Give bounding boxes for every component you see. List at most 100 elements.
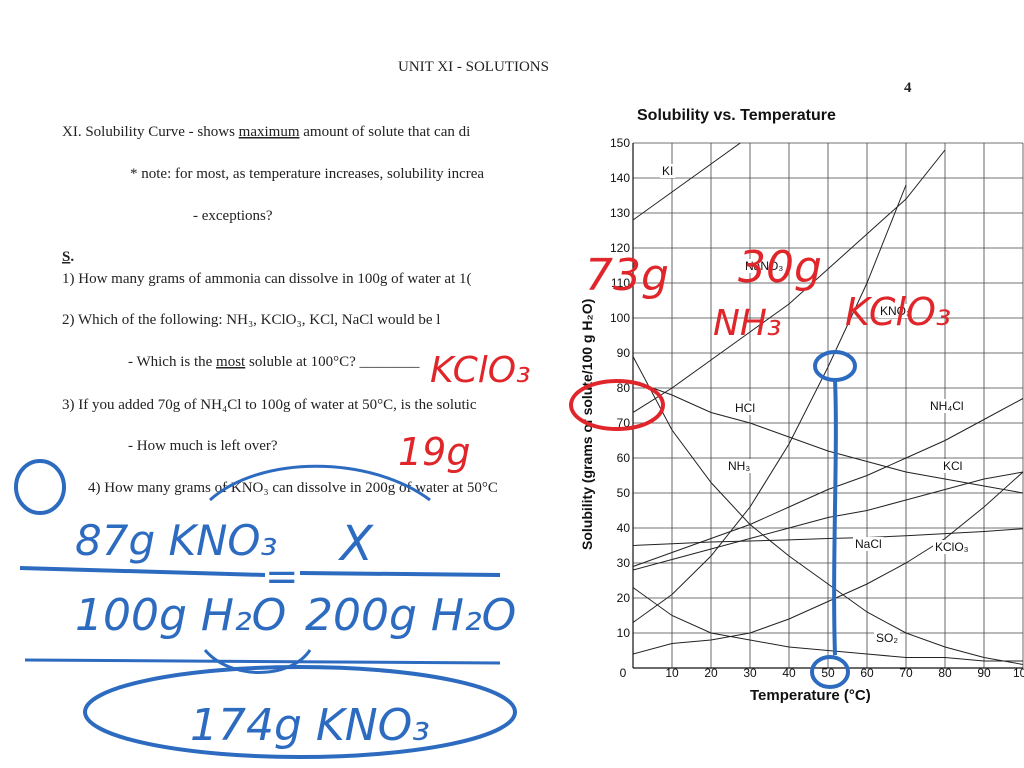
y-tick-label: 40	[617, 521, 631, 535]
y-tick-label: 140	[610, 171, 630, 185]
text-run: 1) How many grams of ammonia can dissolv…	[62, 271, 471, 287]
curve-label-bg	[941, 459, 965, 473]
red-handwriting: KClO₃	[430, 350, 531, 391]
y-tick-label: 90	[617, 346, 631, 360]
x-tick-label: 50	[821, 666, 835, 680]
curve-label-bg	[878, 304, 913, 318]
curve-label: KNO₃	[880, 304, 911, 318]
text-run: XI. Solubility Curve - shows	[62, 124, 239, 140]
y-tick-label: 130	[610, 206, 630, 220]
x-tick-label: 60	[860, 666, 874, 680]
x-tick-label: 80	[938, 666, 952, 680]
blue-handwriting: X	[337, 516, 374, 572]
question-line: 3) If you added 70g of NH₄Cl to 100g of …	[62, 397, 477, 413]
curve-label-bg	[853, 537, 884, 551]
solubility-curve	[633, 398, 1024, 567]
y-tick-label: 110	[611, 276, 630, 290]
blue-handwriting: 200g H₂O	[305, 590, 516, 641]
fraction-lines	[19, 566, 501, 577]
plot-background	[600, 130, 1024, 710]
y-tick-label: 20	[617, 591, 631, 605]
question-line: * note: for most, as temperature increas…	[130, 166, 484, 182]
worksheet: UNIT XI - SOLUTIONS 4 XI. Solubility Cur…	[62, 59, 912, 496]
curve-label: KClO₃	[935, 540, 969, 554]
curve-label: NaCl	[855, 537, 882, 551]
y-tick-label: 10	[617, 626, 631, 640]
x-tick-label: 100	[1013, 666, 1024, 680]
curve-label: NaNO₃	[745, 259, 783, 273]
question-line: 4) How many grams of KNO₃ can dissolve i…	[88, 480, 498, 496]
blue-arc	[203, 649, 312, 674]
curve-label: KCl	[943, 459, 962, 473]
blue-line	[24, 658, 501, 665]
text-run: .	[70, 249, 74, 265]
red-handwriting: 30g	[738, 242, 822, 293]
blue-circle	[810, 655, 850, 689]
red-circle	[569, 379, 665, 431]
text-run: 2) Which of the following: NH₃, KClO₃, K…	[62, 312, 440, 328]
y-tick-label: 150	[610, 136, 630, 150]
text-run: 4) How many grams of KNO₃ can dissolve i…	[88, 480, 498, 496]
blue-handwriting: 100g H₂O	[75, 590, 286, 641]
solubility-curve	[633, 587, 1023, 662]
text-run: amount of solute that can di	[300, 124, 471, 140]
question-line: - exceptions?	[193, 208, 273, 224]
curve-label-bg	[743, 259, 786, 273]
curve-label: NH₃	[728, 459, 750, 473]
text-run: * note: for most, as temperature increas…	[130, 166, 484, 182]
curve-label-bg	[933, 540, 971, 554]
blue-handwriting: =	[265, 554, 299, 600]
curve-label: SO₂	[876, 631, 898, 645]
question-line: - Which is the most soluble at 100°C? __…	[128, 354, 420, 370]
solubility-curve	[633, 143, 742, 221]
solubility-curve	[633, 184, 907, 623]
blue-guide-line	[832, 379, 838, 656]
curve-label: KI	[662, 164, 673, 178]
text-run: - Which is the	[128, 354, 216, 370]
x-axis-label: Temperature (°C)	[750, 687, 871, 704]
handwriting: 73g 30g NH₃ KClO₃ KClO₃ 19g 87g KNO₃ X =100g H₂O…	[75, 242, 951, 751]
x-tick-label: 90	[977, 666, 991, 680]
question-line: - How much is left over?	[128, 438, 278, 454]
solubility-curve	[633, 471, 1024, 571]
curve-label: HCl	[735, 401, 755, 415]
handwritten-marks	[14, 350, 857, 759]
y-tick-label: 50	[617, 486, 631, 500]
x-tick-label: 40	[782, 666, 796, 680]
curve-label-bg	[928, 399, 966, 413]
solubility-curve	[633, 356, 1024, 665]
x-tick-label: 70	[899, 666, 913, 680]
x-tick-label: 0	[620, 666, 627, 680]
curve-label-bg	[733, 401, 757, 415]
curve-label-bg	[874, 631, 900, 645]
page-number: 4	[904, 80, 912, 96]
red-handwriting: NH₃	[713, 303, 781, 344]
question-line: 2) Which of the following: NH₃, KClO₃, K…	[62, 312, 440, 328]
blue-circle	[14, 459, 66, 515]
text-run: S	[62, 249, 70, 265]
blue-handwriting: 174g KNO₃	[190, 700, 430, 751]
y-tick-label: 30	[617, 556, 631, 570]
y-tick-label: 100	[610, 311, 630, 325]
curve-label: NH₄Cl	[930, 399, 964, 413]
question-line: 1) How many grams of ammonia can dissolv…	[62, 271, 471, 287]
curve-label-bg	[726, 459, 753, 473]
header: UNIT XI - SOLUTIONS	[398, 59, 549, 75]
blue-handwriting: 87g KNO₃	[75, 516, 277, 565]
solubility-curve	[633, 528, 1024, 546]
text-run: 3) If you added 70g of NH₄Cl to 100g of …	[62, 397, 477, 413]
blue-arc	[208, 464, 431, 502]
y-tick-label: 120	[610, 241, 630, 255]
solubility-chart: Solubility vs. Temperature Temperature (…	[579, 107, 1024, 710]
curve-label-bg	[660, 164, 676, 178]
y-tick-label: 80	[617, 381, 631, 395]
text-run: - How much is left over?	[128, 438, 278, 454]
text-run: maximum	[239, 124, 300, 140]
solubility-curve	[633, 149, 946, 413]
red-handwriting: 19g	[398, 430, 470, 474]
x-tick-label: 10	[665, 666, 679, 680]
x-tick-label: 20	[704, 666, 718, 680]
solubility-curve	[633, 380, 1024, 494]
